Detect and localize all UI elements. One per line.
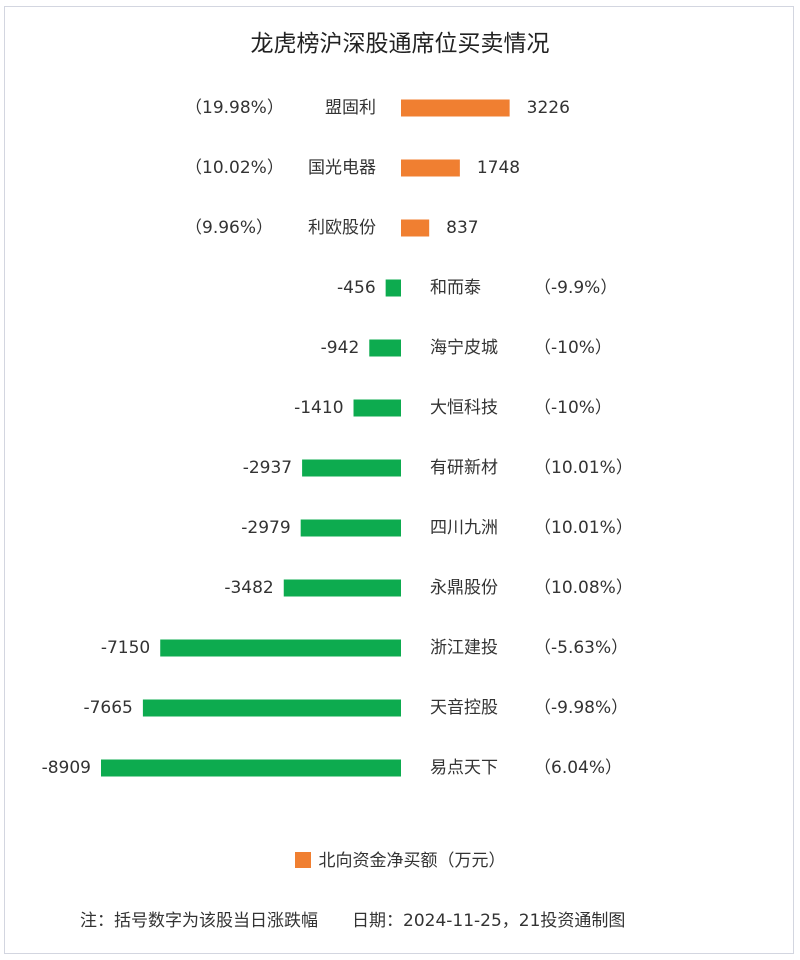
bar: [101, 759, 401, 777]
footnote-note: 注：括号数字为该股当日涨跌幅: [80, 911, 318, 931]
bar: [401, 219, 430, 237]
category-label: 浙江建投: [430, 638, 498, 658]
value-label: -2979: [241, 518, 290, 538]
bar: [401, 99, 510, 117]
change-label: （-10%）: [534, 398, 612, 418]
category-label: 盟固利: [325, 98, 376, 118]
bar: [401, 159, 460, 177]
value-label: -456: [337, 278, 376, 298]
bar-chart: 3226 盟固利 （19.98%） 1748 国光电器 （10.02%） 837 利欧股份 （9…: [42, 98, 633, 778]
value-label: 1748: [477, 158, 520, 178]
bar: [353, 399, 401, 417]
value-label: -2937: [243, 458, 292, 478]
value-label: 3226: [527, 98, 570, 118]
change-label: （10.01%）: [534, 458, 633, 478]
legend-label: 北向资金净买额（万元）: [318, 851, 506, 871]
change-label: （-10%）: [534, 338, 612, 358]
change-label: （10.01%）: [534, 518, 633, 538]
change-label: （10.02%）: [185, 158, 284, 178]
category-label: 易点天下: [430, 758, 498, 778]
footnote: 注：括号数字为该股当日涨跌幅 日期：2024-11-25，21投资通制图: [80, 906, 625, 931]
category-label: 四川九洲: [430, 518, 498, 538]
category-label: 天音控股: [430, 698, 498, 718]
bar: [142, 699, 401, 717]
category-label: 海宁皮城: [430, 338, 498, 358]
category-label: 国光电器: [308, 158, 376, 178]
bar: [300, 519, 401, 537]
change-label: （-9.98%）: [534, 698, 628, 718]
change-label: （-5.63%）: [534, 638, 628, 658]
value-label: 837: [446, 218, 478, 238]
category-label: 有研新材: [430, 458, 498, 478]
bar: [369, 339, 401, 357]
chart-title: 龙虎榜沪深股通席位买卖情况: [250, 31, 550, 57]
category-label: 大恒科技: [430, 398, 498, 418]
category-label: 永鼎股份: [430, 578, 498, 598]
value-label: -1410: [294, 398, 343, 418]
value-label: -3482: [224, 578, 273, 598]
bar: [302, 459, 401, 477]
chart-legend: 北向资金净买额（万元）: [0, 846, 800, 871]
change-label: （19.98%）: [185, 98, 284, 118]
change-label: （6.04%）: [534, 758, 622, 778]
change-label: （10.08%）: [534, 578, 633, 598]
bar: [385, 279, 401, 297]
category-label: 和而泰: [430, 278, 481, 298]
value-label: -7665: [83, 698, 132, 718]
legend-swatch: [294, 852, 311, 868]
footnote-date: 日期：2024-11-25，21投资通制图: [352, 911, 626, 931]
value-label: -942: [321, 338, 360, 358]
value-label: -8909: [42, 758, 91, 778]
category-label: 利欧股份: [308, 218, 376, 238]
value-label: -7150: [101, 638, 150, 658]
chart-frame: [4, 6, 794, 954]
change-label: （-9.9%）: [534, 278, 617, 298]
bar: [283, 579, 401, 597]
change-label: （9.96%）: [185, 218, 273, 238]
bar: [160, 639, 401, 657]
